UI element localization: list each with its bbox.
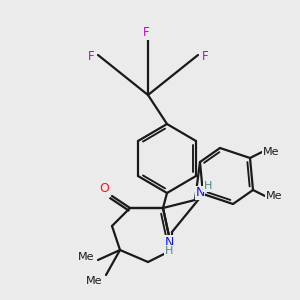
Text: N: N: [164, 236, 174, 248]
Text: F: F: [202, 50, 208, 62]
Text: N: N: [195, 187, 205, 200]
Text: Me: Me: [266, 191, 282, 201]
Text: Me: Me: [78, 252, 94, 262]
Text: Me: Me: [263, 147, 279, 157]
Text: Me: Me: [86, 276, 102, 286]
Text: F: F: [143, 26, 149, 40]
Text: F: F: [88, 50, 94, 62]
Text: H: H: [165, 246, 173, 256]
Text: O: O: [99, 182, 109, 196]
Text: H: H: [204, 181, 212, 191]
